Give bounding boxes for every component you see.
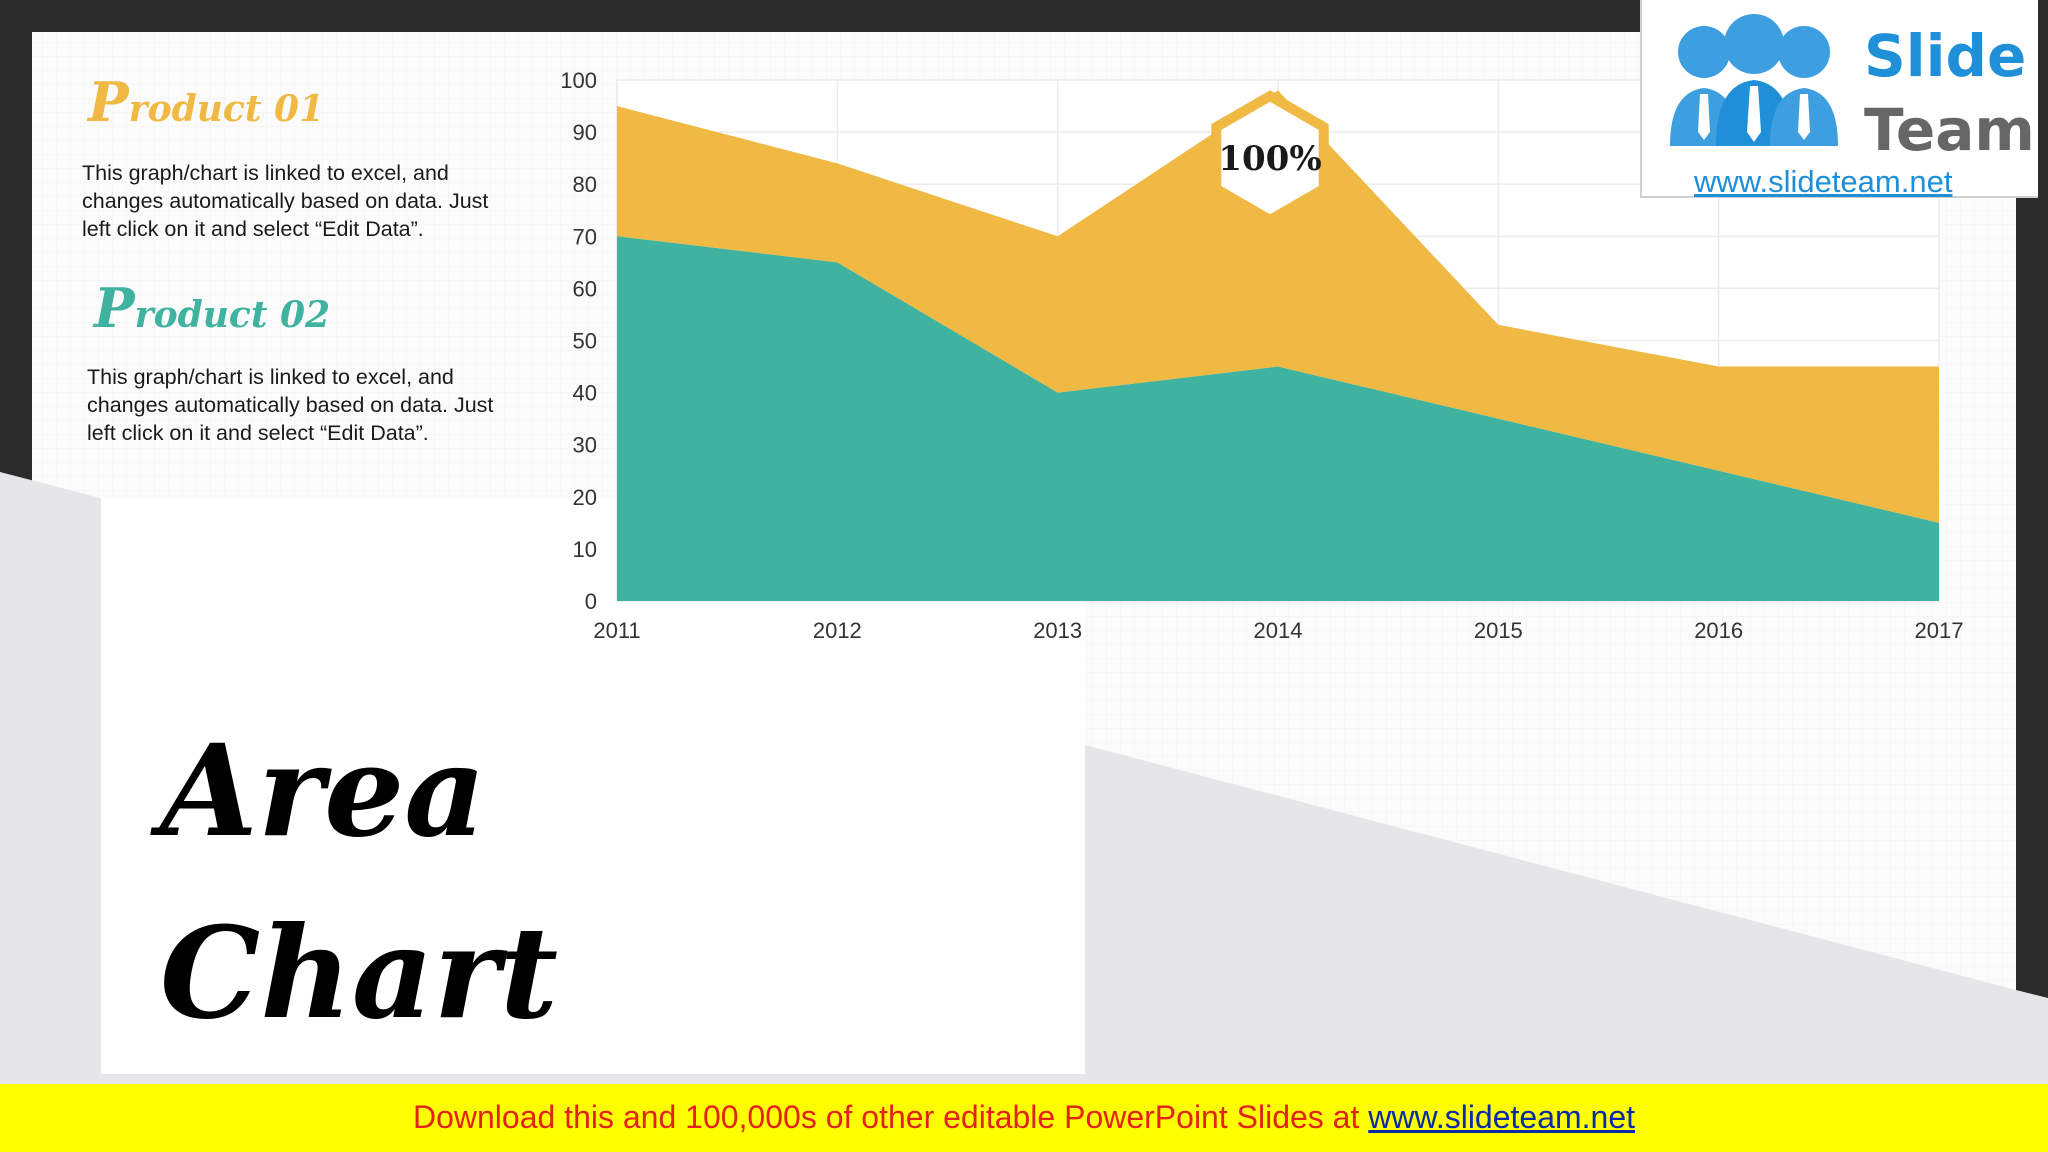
x-tick-label: 2012 [813, 618, 862, 643]
callout-label: 100% [1218, 139, 1321, 179]
x-tick-label: 2015 [1474, 618, 1523, 643]
area-series-product-02 [617, 236, 1939, 602]
banner-link[interactable]: www.slideteam.net [1368, 1099, 1636, 1135]
area-series-product-01 [617, 90, 1939, 523]
y-tick-label: 0 [585, 589, 597, 614]
product-02-description-line: left click on it and select “Edit Data”. [87, 421, 429, 445]
logo-text-team: Team [1864, 96, 2035, 164]
y-tick-label: 30 [573, 433, 597, 458]
product-01-description: This graph/chart is linked to excel, and… [82, 159, 542, 243]
logo-text-slide: Slide [1864, 22, 2027, 90]
product-01-description-line: left click on it and select “Edit Data”. [82, 217, 424, 241]
product-02-title: Product 02 [94, 276, 330, 340]
hexagon-icon [1211, 90, 1329, 226]
people-group-icon [1670, 14, 1838, 146]
y-tick-label: 80 [573, 172, 597, 197]
download-banner: Download this and 100,000s of other edit… [0, 1084, 2048, 1152]
product-02-description-line: changes automatically based on data. Jus… [87, 393, 494, 417]
product-01-initial: P [88, 70, 129, 134]
y-tick-label: 50 [573, 329, 597, 354]
y-tick-label: 90 [573, 120, 597, 145]
slideteam-logo[interactable]: Slide Team www.slideteam.net [1640, 0, 2038, 199]
y-tick-label: 60 [573, 276, 597, 301]
y-tick-label: 100 [560, 68, 597, 93]
product-01-description-line: changes automatically based on data. Jus… [82, 189, 489, 213]
product-02-description: This graph/chart is linked to excel, and… [87, 363, 547, 447]
slide-title-line1: Area [160, 717, 486, 865]
product-01-title: Product 01 [88, 70, 324, 134]
chart-areas [617, 90, 1939, 602]
y-tick-label: 40 [573, 381, 597, 406]
product-02-initial: P [94, 276, 135, 340]
slide-title-line2: Chart [160, 899, 559, 1047]
x-tick-label: 2011 [593, 618, 640, 643]
y-tick-label: 10 [573, 537, 597, 562]
x-tick-label: 2016 [1694, 618, 1743, 643]
x-axis: 2011 2012 2013 2014 2015 2016 2017 [593, 618, 1963, 643]
banner-message: Download this and 100,000s of other edit… [412, 1099, 1369, 1135]
product-01-title-rest: roduct 01 [128, 88, 325, 130]
product-01-description-line: This graph/chart is linked to excel, and [82, 161, 449, 185]
y-tick-label: 70 [573, 224, 597, 249]
x-tick-label: 2013 [1033, 618, 1082, 643]
x-tick-label: 2017 [1915, 618, 1964, 643]
y-axis: 0 10 20 30 40 50 60 70 80 90 100 [560, 68, 597, 614]
y-tick-label: 20 [573, 485, 597, 510]
product-02-description-line: This graph/chart is linked to excel, and [87, 365, 454, 389]
product-02-title-rest: roduct 02 [134, 294, 331, 336]
banner-text: Download this and 100,000s of other edit… [0, 1099, 2048, 1136]
callout-badge: 100% [1211, 90, 1329, 226]
x-tick-label: 2014 [1254, 618, 1303, 643]
slide-title: Area Chart [160, 700, 558, 1064]
logo-url-link[interactable]: www.slideteam.net [1694, 164, 1953, 199]
